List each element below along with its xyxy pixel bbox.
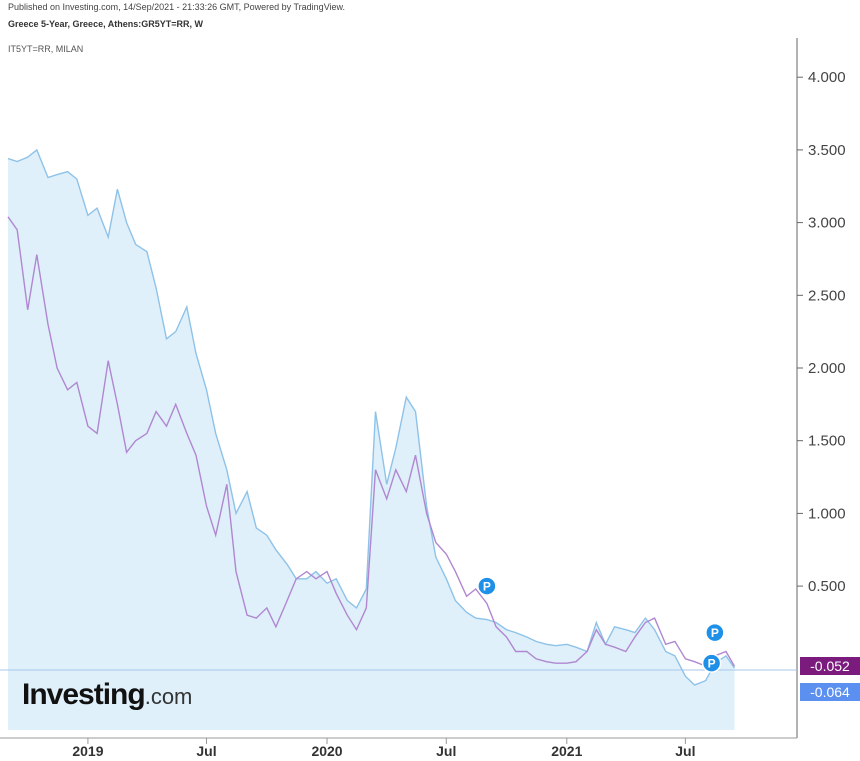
- event-marker[interactable]: P: [701, 653, 722, 673]
- compare-symbol-label: IT5YT=RR, MILAN: [8, 44, 84, 54]
- event-marker-label: P: [711, 626, 719, 640]
- x-tick-label: Jul: [436, 743, 456, 759]
- y-tick-label: 1.000: [808, 505, 846, 522]
- logo-brand: Investing: [22, 678, 146, 711]
- x-tick-label: Jul: [675, 743, 695, 759]
- y-tick-label: 4.000: [808, 69, 846, 86]
- event-marker[interactable]: P: [705, 622, 725, 643]
- y-axis-ticks: 4.000 3.500 3.000 2.500 2.000 1.500 1.000 0.500: [797, 69, 846, 595]
- greece-area-fill: [8, 149, 735, 730]
- y-tick-label: 1.500: [808, 433, 846, 450]
- italy-last-price-tag: -0.052: [800, 657, 860, 676]
- investing-logo: Investing.com: [22, 678, 192, 712]
- y-tick-label: 3.500: [808, 142, 846, 159]
- event-marker-dot[interactable]: [705, 622, 725, 643]
- x-tick-label: Jul: [196, 743, 216, 759]
- y-tick-label: 3.000: [808, 215, 846, 232]
- plot-layer: [0, 148, 797, 730]
- published-note: Published on Investing.com, 14/Sep/2021 …: [8, 2, 346, 12]
- greece-series-line[interactable]: [7, 148, 736, 686]
- event-marker-label: P: [708, 657, 716, 671]
- italy-series-line[interactable]: [7, 216, 736, 667]
- event-marker-dot[interactable]: [477, 576, 497, 596]
- x-tick-label: 2019: [72, 743, 103, 759]
- x-tick-label: 2020: [311, 743, 342, 759]
- chart-title: Greece 5-Year, Greece, Athens:GR5YT=RR, …: [8, 19, 203, 29]
- x-axis-ticks: 2019 Jul 2020 Jul 2021 Jul: [72, 738, 696, 759]
- event-marker-label: P: [483, 580, 491, 594]
- y-tick-label: 2.000: [808, 360, 846, 377]
- y-tick-label: 2.500: [808, 287, 846, 304]
- y-tick-label: 0.500: [808, 578, 846, 595]
- x-tick-label: 2021: [551, 743, 582, 759]
- event-marker-dot[interactable]: [701, 653, 722, 673]
- greece-last-price-tag: -0.064: [800, 683, 860, 702]
- marker-layer[interactable]: P P P: [477, 576, 725, 673]
- event-marker[interactable]: P: [477, 576, 497, 596]
- logo-suffix: .com: [144, 684, 193, 709]
